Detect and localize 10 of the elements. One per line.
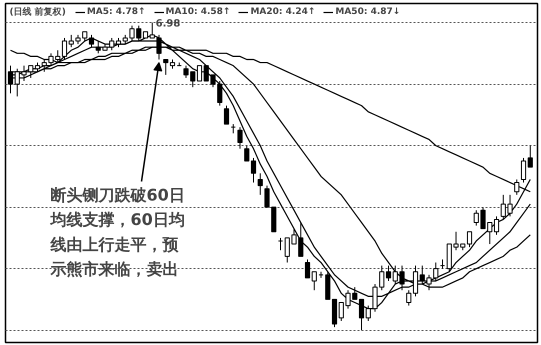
legend-label: MA5: 4.78↑ [86, 7, 146, 17]
legend-label: MA50: 4.87↓ [335, 7, 400, 17]
chart-title: (日线 前复权) [10, 6, 66, 18]
annotation: 6.98 [156, 18, 180, 30]
legend-label: MA20: 4.24↑ [250, 7, 316, 17]
annotation: 断头铡刀跌破60日均线支撑，60日均线由上行走平，预示熊市来临，卖出 [50, 186, 185, 279]
candlestick [237, 126, 243, 150]
legend-label: MA10: 4.58↑ [166, 7, 230, 17]
candlestick [258, 172, 263, 196]
candlestick [224, 105, 230, 125]
